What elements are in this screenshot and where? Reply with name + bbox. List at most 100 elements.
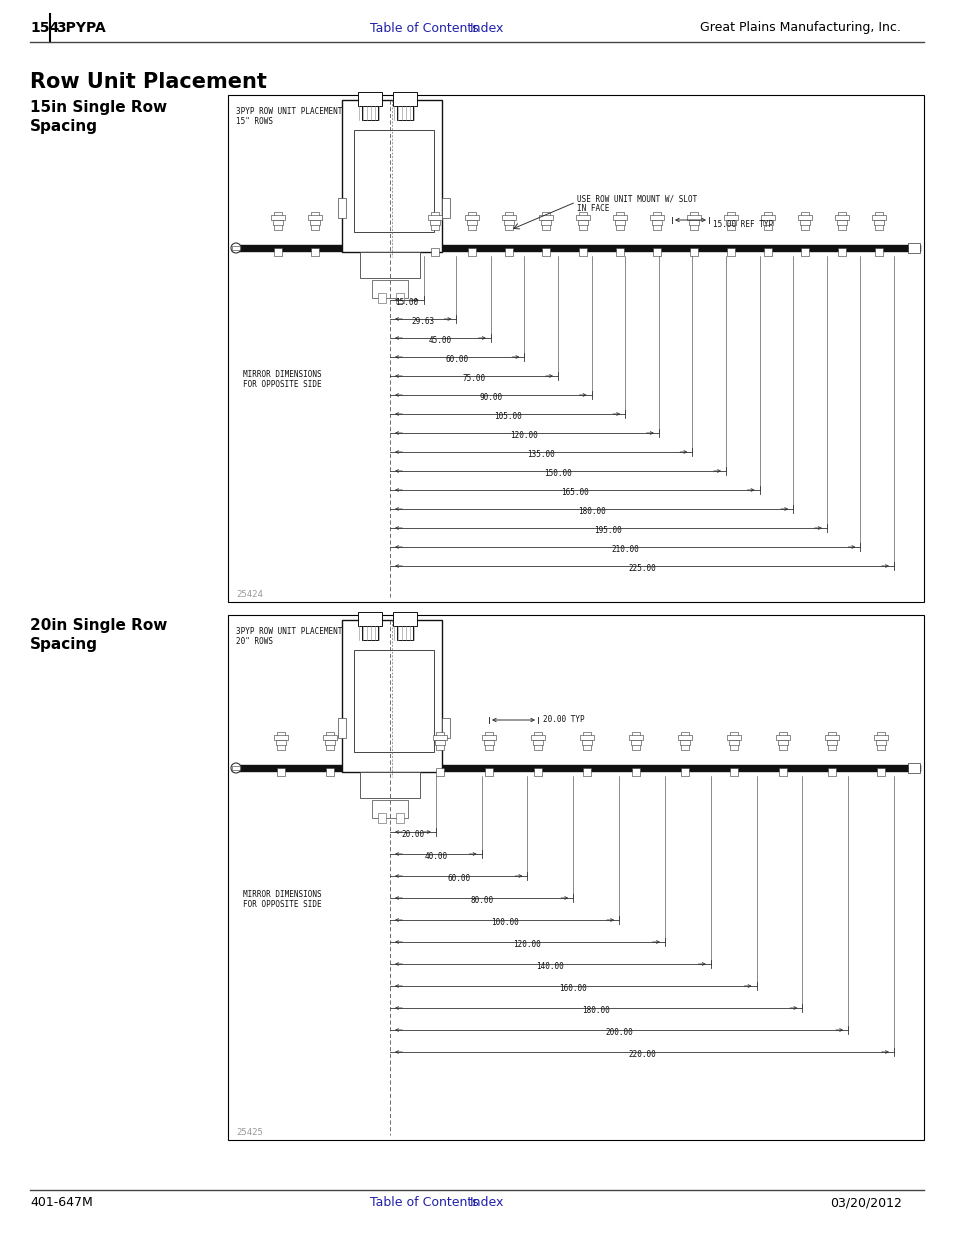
Text: MIRROR DIMENSIONS
FOR OPPOSITE SIDE: MIRROR DIMENSIONS FOR OPPOSITE SIDE [243, 370, 321, 389]
Text: 160.00: 160.00 [558, 984, 586, 993]
Bar [800, 220, 809, 225]
Bar [372, 800, 408, 818]
Bar [311, 248, 318, 256]
Bar [393, 613, 416, 626]
Bar [874, 212, 882, 230]
Bar [441, 198, 450, 219]
Bar [308, 215, 322, 220]
Bar [484, 768, 493, 776]
Bar [503, 220, 514, 225]
Bar [326, 768, 334, 776]
Bar [652, 248, 660, 256]
Text: 195.00: 195.00 [594, 526, 621, 535]
Text: 105.00: 105.00 [494, 412, 521, 421]
Bar [678, 735, 691, 740]
Text: Great Plains Manufacturing, Inc.: Great Plains Manufacturing, Inc. [700, 21, 900, 35]
Bar [341, 100, 441, 252]
Bar [728, 740, 739, 745]
Text: 60.00: 60.00 [445, 354, 468, 364]
Bar [326, 732, 334, 750]
Text: IN FACE: IN FACE [577, 204, 609, 212]
Bar [431, 248, 438, 256]
Text: Index: Index [470, 1197, 504, 1209]
Bar [430, 220, 439, 225]
Text: 150.00: 150.00 [543, 469, 571, 478]
Bar [441, 718, 450, 739]
Bar [484, 732, 493, 750]
Bar [354, 650, 434, 752]
Bar [679, 740, 689, 745]
Bar [276, 732, 285, 750]
Bar [652, 212, 660, 230]
Bar [271, 215, 285, 220]
Bar [579, 735, 594, 740]
Bar [630, 740, 640, 745]
Bar [649, 215, 663, 220]
Bar [581, 740, 592, 745]
Text: 90.00: 90.00 [478, 393, 502, 403]
Text: Index: Index [470, 21, 504, 35]
Bar [907, 243, 919, 253]
Text: 25425: 25425 [235, 1128, 263, 1137]
Text: 15.00 REF TYP: 15.00 REF TYP [712, 220, 772, 228]
Bar [680, 768, 688, 776]
Bar [325, 740, 335, 745]
Bar [762, 220, 772, 225]
Bar [578, 220, 587, 225]
Text: 45.00: 45.00 [429, 336, 452, 345]
Bar [726, 735, 740, 740]
Bar [357, 613, 381, 626]
Text: 60.00: 60.00 [447, 874, 470, 883]
Bar [273, 220, 283, 225]
Bar [396, 100, 413, 120]
Bar [826, 740, 836, 745]
Bar [578, 248, 586, 256]
Bar [686, 215, 700, 220]
Bar [501, 215, 516, 220]
Text: 210.00: 210.00 [611, 545, 639, 555]
Bar [393, 91, 416, 106]
Bar [436, 732, 443, 750]
Bar [801, 248, 808, 256]
Text: 165.00: 165.00 [560, 488, 588, 496]
Bar [433, 735, 447, 740]
Text: 25424: 25424 [235, 590, 263, 599]
Bar [481, 735, 496, 740]
Text: MIRROR DIMENSIONS
FOR OPPOSITE SIDE: MIRROR DIMENSIONS FOR OPPOSITE SIDE [243, 890, 321, 909]
Bar [468, 212, 476, 230]
Bar [616, 212, 623, 230]
Bar [354, 130, 434, 232]
Bar [778, 740, 787, 745]
Text: 29.63: 29.63 [411, 317, 435, 326]
Bar [275, 740, 286, 745]
Bar [357, 91, 381, 106]
Text: 15in Single Row
Spacing: 15in Single Row Spacing [30, 100, 167, 133]
Bar [274, 248, 282, 256]
Bar [341, 620, 441, 772]
Text: Table of Contents: Table of Contents [370, 21, 478, 35]
Bar [361, 620, 377, 640]
Bar [276, 768, 285, 776]
Text: 154: 154 [30, 21, 59, 35]
Bar [651, 220, 661, 225]
Bar [232, 766, 240, 769]
Bar [763, 212, 771, 230]
Bar [578, 212, 586, 230]
Bar [323, 735, 336, 740]
Bar [615, 220, 624, 225]
Bar [538, 215, 553, 220]
Text: 20in Single Row
Spacing: 20in Single Row Spacing [30, 618, 167, 652]
Bar [541, 212, 550, 230]
Bar [582, 768, 590, 776]
Bar [837, 212, 845, 230]
Bar [689, 248, 698, 256]
Bar [311, 212, 318, 230]
Text: 20.00: 20.00 [401, 830, 424, 839]
Text: 20" ROWS: 20" ROWS [235, 637, 273, 646]
Bar [361, 100, 377, 120]
Text: 140.00: 140.00 [536, 962, 563, 971]
Bar [779, 768, 786, 776]
Bar [824, 735, 838, 740]
Bar [274, 735, 288, 740]
Bar [726, 212, 734, 230]
